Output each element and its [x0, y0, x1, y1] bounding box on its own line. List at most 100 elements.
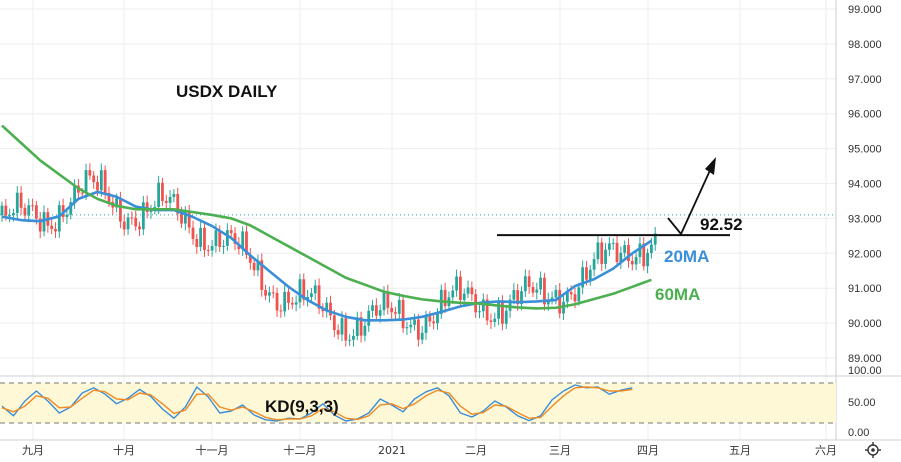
ma20-label: 20MA — [664, 247, 709, 266]
candle-body — [298, 279, 302, 303]
candlestick — [600, 237, 604, 271]
candle-body — [225, 230, 229, 246]
price-axis[interactable]: 99.000 98.000 97.000 96.000 95.000 94.000 93.0… — [848, 4, 882, 365]
candle-body — [336, 330, 340, 335]
candlestick — [199, 221, 203, 252]
candle-body — [283, 291, 287, 312]
candle-body — [99, 170, 103, 191]
candle-body — [4, 205, 8, 216]
candle-body — [539, 277, 543, 290]
candle-body — [115, 198, 118, 208]
kd-D-line — [1, 386, 633, 421]
candlestick — [371, 299, 374, 318]
candle-body — [390, 307, 394, 313]
candlestick — [298, 273, 302, 309]
candlestick — [168, 190, 172, 210]
candlestick — [164, 194, 168, 210]
candlestick — [260, 253, 264, 297]
candle-body — [260, 260, 264, 291]
candle-body — [405, 327, 409, 329]
candle-body — [455, 276, 458, 291]
candle-body — [287, 291, 290, 303]
candle-body — [290, 302, 294, 305]
candle-body — [344, 318, 348, 341]
candle-body — [546, 299, 550, 305]
price-tick-label: 96.000 — [848, 109, 882, 121]
kd-axis[interactable]: 100.00 50.00 0.00 — [848, 365, 882, 439]
candle-body — [596, 242, 600, 260]
candle-body — [172, 193, 176, 197]
candle-body — [161, 182, 164, 201]
candle-body — [313, 285, 317, 294]
candlestick — [275, 287, 279, 317]
candle-body — [19, 192, 23, 208]
candlestick — [642, 237, 646, 271]
candle-body — [248, 254, 252, 263]
candlestick — [310, 287, 313, 302]
time-tick-label: 2021 — [378, 444, 406, 457]
candle-body — [245, 231, 248, 255]
candle-body — [531, 286, 535, 293]
candle-body — [69, 202, 73, 215]
candle-body — [443, 289, 447, 307]
candle-body — [42, 212, 46, 232]
candle-body — [520, 291, 523, 305]
time-tick-label: 十一月 — [196, 443, 229, 457]
candlestick — [485, 294, 489, 326]
candle-body — [489, 320, 493, 322]
candle-body — [119, 198, 122, 222]
candle-body — [416, 319, 420, 340]
candlestick — [543, 272, 546, 311]
time-tick-label: 十月 — [113, 443, 135, 457]
price-tick-label: 94.000 — [848, 179, 882, 191]
price-tick-label: 92.000 — [848, 248, 882, 260]
candle-body — [164, 200, 168, 203]
candle-body — [382, 291, 386, 311]
candle-body — [329, 302, 332, 316]
candle-body — [527, 276, 531, 287]
candle-body — [378, 310, 382, 316]
candle-body — [481, 299, 485, 312]
candlestick — [287, 286, 290, 310]
candlestick — [23, 203, 27, 220]
time-tick-label: 三月 — [549, 444, 571, 457]
candlestick — [539, 271, 543, 296]
candlestick — [401, 294, 405, 333]
candle-body — [302, 279, 306, 300]
candle-body — [638, 243, 642, 257]
time-tick-label: 九月 — [22, 444, 44, 457]
candle-body — [493, 318, 497, 322]
candlestick — [233, 227, 237, 251]
candlestick — [145, 195, 149, 218]
candle-body — [623, 245, 627, 253]
candle-body — [149, 209, 153, 212]
candlestick — [27, 198, 31, 223]
time-axis[interactable]: 九月 十月 十一月 十二月 2021 二月 三月 四月 五月 六月 — [22, 443, 837, 457]
candlestick — [653, 227, 657, 251]
candlestick — [222, 239, 225, 254]
candle-body — [508, 299, 512, 311]
candle-body — [355, 317, 359, 336]
candle-body — [386, 291, 390, 308]
time-tick-label: 十二月 — [284, 443, 317, 457]
candlestick — [409, 317, 413, 334]
settings-gear-icon[interactable] — [865, 442, 881, 458]
candle-body — [348, 339, 352, 341]
candlestick — [504, 304, 508, 330]
candlestick — [206, 245, 210, 257]
price-tick-label: 90.000 — [848, 318, 882, 330]
candlestick-series — [0, 163, 657, 347]
candlestick — [630, 254, 634, 271]
60MA-line — [1, 124, 652, 310]
candlestick — [355, 311, 359, 341]
candlestick — [577, 282, 581, 306]
candle-body — [615, 242, 619, 263]
candlestick — [279, 304, 283, 318]
candlestick — [611, 238, 615, 250]
candle-body — [187, 211, 191, 228]
candlestick — [313, 279, 317, 301]
candle-body — [600, 242, 604, 264]
candlestick — [191, 220, 195, 245]
candlestick — [390, 302, 394, 319]
